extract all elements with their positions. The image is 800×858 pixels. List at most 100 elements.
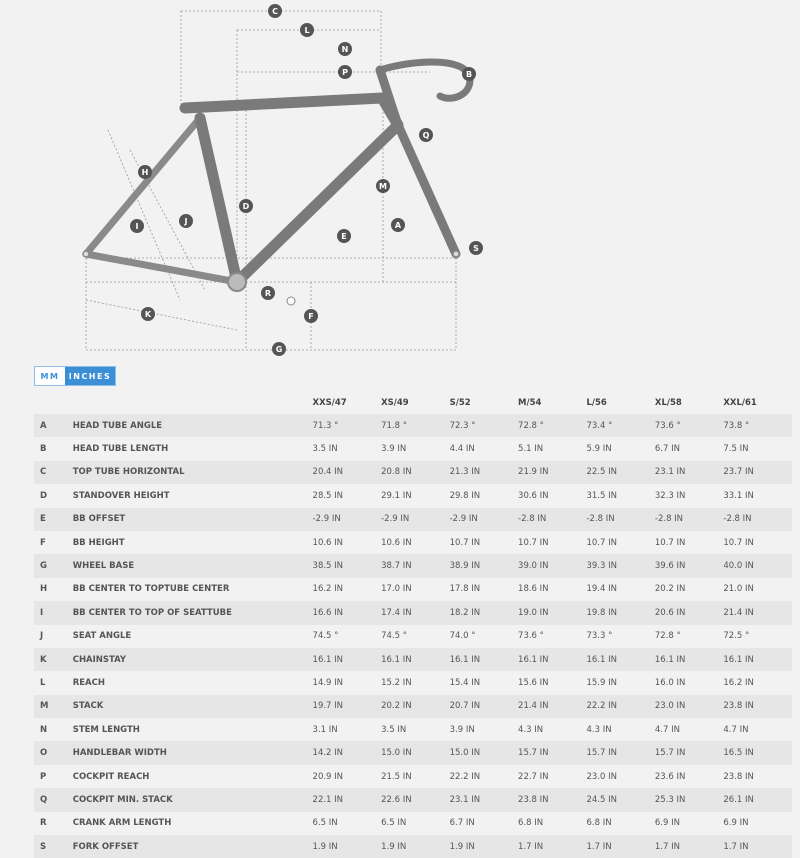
row-value: 72.8 °	[654, 631, 681, 642]
table-row: H BB CENTER TO TOPTUBE CENTER 16.2 IN 17.0 …	[34, 577, 792, 602]
svg-text:L: L	[304, 26, 309, 35]
row-value: 15.4 IN	[449, 677, 481, 688]
dimension-badge-q: Q	[419, 128, 433, 142]
row-value: 20.6 IN	[654, 607, 686, 618]
unit-inches-button[interactable]: INCHES	[65, 367, 115, 385]
row-value: 73.6 °	[518, 631, 544, 642]
row-value: -2.8 IN	[723, 514, 752, 525]
row-letter: N	[40, 724, 48, 735]
row-value: 73.6 °	[654, 420, 681, 431]
row-letter: G	[40, 561, 47, 572]
svg-text:M: M	[379, 182, 387, 191]
row-value: 16.1 IN	[381, 654, 412, 665]
table-row: N STEM LENGTH 3.1 IN 3.5 IN 3.9 IN 4.3 IN 4.3 …	[34, 718, 792, 742]
svg-text:C: C	[272, 7, 278, 16]
row-value: -2.8 IN	[586, 514, 615, 525]
row-value: 71.8 °	[381, 420, 407, 431]
row-value: 18.6 IN	[518, 584, 549, 595]
row-value: 16.1 IN	[586, 654, 617, 665]
dimension-badge-m: M	[376, 179, 390, 193]
row-value: 1.7 IN	[654, 841, 680, 852]
row-value: 23.8 IN	[723, 701, 754, 712]
row-value: 1.9 IN	[449, 841, 475, 852]
dimension-badge-d: D	[239, 199, 253, 213]
row-value: 16.1 IN	[312, 654, 344, 665]
row-value: 16.6 IN	[312, 607, 344, 618]
row-value: 29.8 IN	[449, 490, 481, 501]
row-letter: I	[40, 607, 44, 618]
row-value: 6.5 IN	[312, 818, 338, 829]
row-value: 19.8 IN	[586, 607, 617, 618]
row-value: 1.7 IN	[723, 841, 749, 852]
row-value: 74.5 °	[312, 631, 339, 642]
table-row: O HANDLEBAR WIDTH 14.2 IN 15.0 IN 15.0 IN 15.…	[34, 741, 792, 765]
row-value: 1.7 IN	[518, 841, 544, 852]
row-value: 17.4 IN	[381, 607, 412, 618]
row-value: 25.3 IN	[654, 794, 686, 805]
row-value: 72.5 °	[723, 631, 750, 642]
row-letter: A	[40, 420, 47, 431]
size-header: XXS/47	[312, 397, 347, 408]
bike-frame	[82, 58, 474, 306]
dimension-badge-k: K	[141, 307, 155, 321]
row-label: SEAT ANGLE	[72, 631, 132, 642]
row-value: 19.4 IN	[586, 584, 617, 595]
size-header: M/54	[518, 397, 542, 408]
row-value: 6.9 IN	[654, 818, 680, 829]
row-value: 3.9 IN	[381, 444, 407, 455]
dimension-badge-r: R	[261, 286, 275, 300]
row-value: 23.7 IN	[723, 467, 754, 478]
row-value: 22.2 IN	[586, 701, 617, 712]
row-value: 10.7 IN	[723, 537, 754, 548]
svg-text:N: N	[342, 45, 349, 54]
row-value: 7.5 IN	[723, 444, 749, 455]
row-value: 20.4 IN	[312, 467, 344, 478]
unit-toggle: MM INCHES	[34, 366, 116, 386]
row-value: 74.0 °	[449, 631, 476, 642]
row-value: 23.8 IN	[518, 794, 549, 805]
row-value: 38.7 IN	[381, 561, 412, 572]
unit-mm-button[interactable]: MM	[35, 367, 65, 385]
row-value: 10.6 IN	[312, 537, 344, 548]
row-value: 28.5 IN	[312, 490, 344, 501]
row-value: 3.1 IN	[312, 724, 338, 735]
row-value: 18.2 IN	[449, 607, 481, 618]
dimension-badge-j: J	[179, 214, 193, 228]
svg-text:Q: Q	[423, 131, 430, 140]
row-value: 20.9 IN	[312, 771, 344, 782]
row-value: 20.2 IN	[654, 584, 686, 595]
row-value: 17.0 IN	[381, 584, 412, 595]
row-value: 16.1 IN	[449, 654, 481, 665]
row-value: 22.7 IN	[518, 771, 549, 782]
row-value: -2.8 IN	[654, 514, 684, 525]
table-row: I BB CENTER TO TOP OF SEATTUBE 16.6 IN 17.4…	[34, 601, 792, 625]
svg-text:G: G	[276, 345, 283, 354]
svg-text:B: B	[466, 70, 472, 79]
row-value: 23.0 IN	[586, 771, 617, 782]
table-row: J SEAT ANGLE 74.5 ° 74.5 ° 74.0 ° 73.6 ° 73.3 …	[34, 624, 792, 648]
row-value: 19.7 IN	[312, 701, 344, 712]
row-value: 23.1 IN	[654, 467, 686, 478]
table-row: M STACK 19.7 IN 20.2 IN 20.7 IN 21.4 IN 22.2 I…	[34, 694, 792, 719]
svg-text:D: D	[243, 202, 250, 211]
table-row: B HEAD TUBE LENGTH 3.5 IN 3.9 IN 4.4 IN 5.1 I…	[34, 437, 792, 461]
row-value: 4.7 IN	[654, 724, 680, 735]
row-value: 71.3 °	[312, 420, 339, 431]
row-value: 22.2 IN	[449, 771, 481, 782]
row-label: BB OFFSET	[72, 514, 126, 525]
row-value: 6.9 IN	[723, 818, 749, 829]
row-letter: R	[40, 818, 47, 829]
row-label: COCKPIT MIN. STACK	[72, 794, 173, 805]
table-header-row: XXS/47 XS/49 S/52 M/54 L/56 XL/58 XXL/61	[34, 391, 792, 414]
row-label: WHEEL BASE	[72, 561, 135, 572]
row-value: 72.8 °	[518, 420, 544, 431]
row-value: 19.0 IN	[518, 607, 549, 618]
table-row: L REACH 14.9 IN 15.2 IN 15.4 IN 15.6 IN 15.9 I…	[34, 671, 792, 695]
row-value: 20.2 IN	[381, 701, 412, 712]
row-letter: D	[40, 490, 48, 501]
svg-text:J: J	[184, 217, 188, 226]
row-value: 29.1 IN	[381, 490, 412, 501]
table-row: S FORK OFFSET 1.9 IN 1.9 IN 1.9 IN 1.7 IN 1.7 …	[34, 835, 792, 858]
svg-text:A: A	[395, 221, 402, 230]
row-value: -2.9 IN	[449, 514, 478, 525]
